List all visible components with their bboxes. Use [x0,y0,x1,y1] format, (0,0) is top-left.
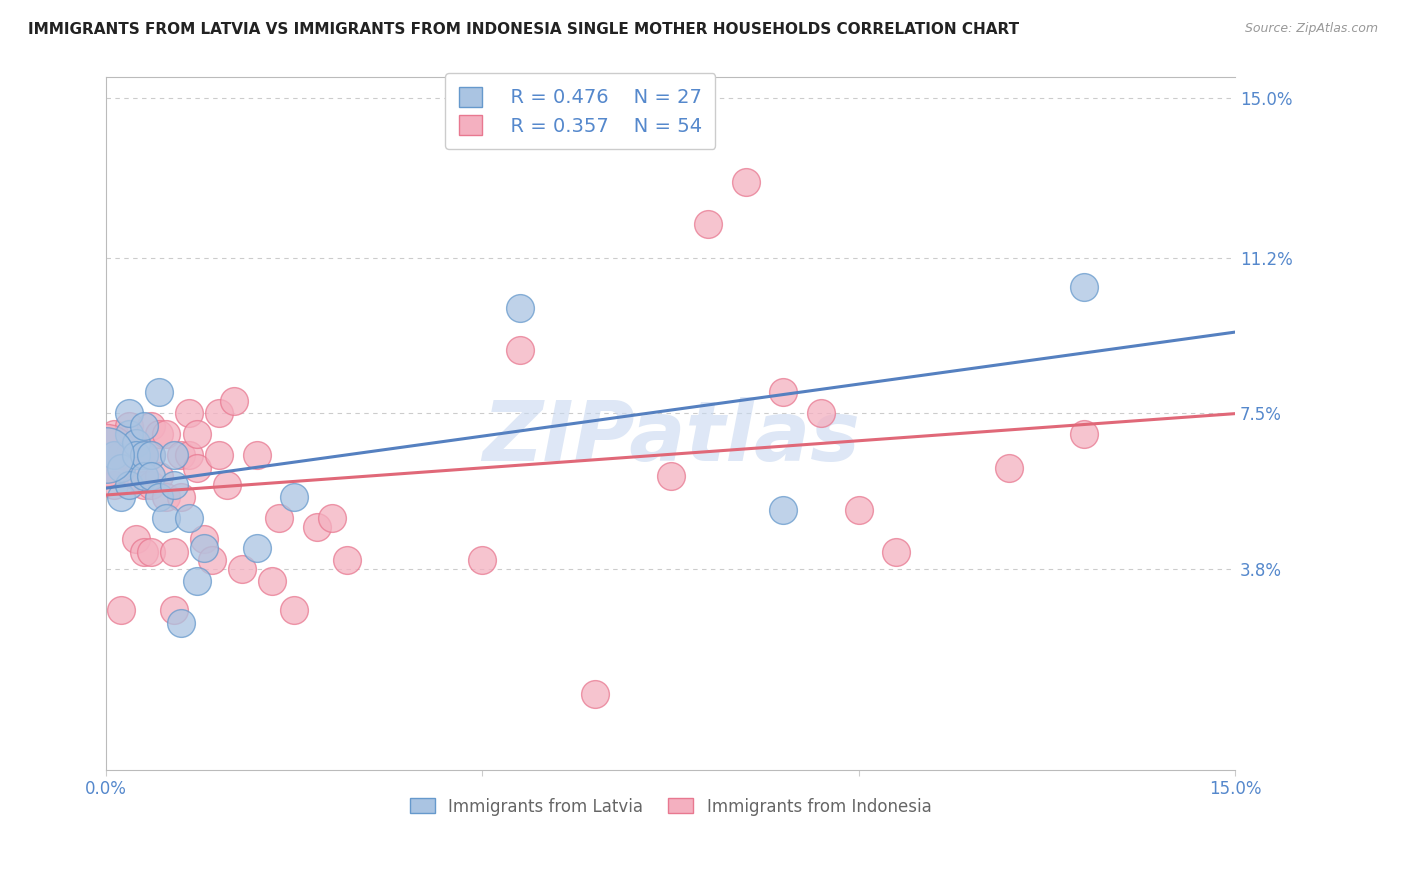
Point [96,448,118,462]
Point [734,175,756,189]
Point [305,519,328,533]
Point [110,603,132,617]
Point [148,469,170,483]
Point [163,448,186,462]
Point [125,469,148,483]
Text: IMMIGRANTS FROM LATVIA VS IMMIGRANTS FROM INDONESIA SINGLE MOTHER HOUSEHOLDS COR: IMMIGRANTS FROM LATVIA VS IMMIGRANTS FRO… [28,22,1019,37]
Point [772,502,794,516]
Point [246,541,269,555]
Point [132,469,155,483]
Point [200,553,222,567]
Point [471,553,494,567]
Point [848,502,870,516]
Point [125,435,148,450]
Point [170,616,193,631]
Point [193,541,215,555]
Point [321,511,343,525]
Point [163,603,186,617]
Point [103,427,125,442]
Point [509,301,531,316]
Text: Source: ZipAtlas.com: Source: ZipAtlas.com [1244,22,1378,36]
Point [118,448,141,462]
Point [118,418,141,433]
Text: ZIPatlas: ZIPatlas [482,397,859,478]
Point [141,448,163,462]
Point [886,545,908,559]
Point [132,545,155,559]
Point [132,477,155,491]
Point [141,448,163,462]
Point [163,545,186,559]
Point [177,511,200,525]
Point [110,460,132,475]
Point [231,561,253,575]
Point [141,477,163,491]
Point [103,448,125,462]
Point [1073,427,1095,442]
Point [193,532,215,546]
Point [697,218,720,232]
Point [186,460,208,475]
Point [103,477,125,491]
Point [177,448,200,462]
Point [148,385,170,400]
Point [132,448,155,462]
Point [246,448,269,462]
Point [186,574,208,588]
Point [170,490,193,504]
Point [269,511,291,525]
Point [155,490,177,504]
Point [810,406,832,420]
Point [125,448,148,462]
Point [141,545,163,559]
Point [141,418,163,433]
Point [260,574,283,588]
Point [110,448,132,462]
Point [998,460,1021,475]
Point [177,406,200,420]
Point [132,448,155,462]
Point [141,469,163,483]
Point [148,490,170,504]
Point [283,603,305,617]
Point [772,385,794,400]
Point [186,427,208,442]
Point [132,418,155,433]
Point [155,427,177,442]
Legend: Immigrants from Latvia, Immigrants from Indonesia: Immigrants from Latvia, Immigrants from … [402,789,939,824]
Point [224,393,246,408]
Point [155,511,177,525]
Point [118,406,141,420]
Point [125,532,148,546]
Point [336,553,359,567]
Point [118,477,141,491]
Point [163,477,186,491]
Point [583,688,606,702]
Point [208,448,231,462]
Point [509,343,531,358]
Point [118,427,141,442]
Point [283,490,305,504]
Point [96,448,118,462]
Point [148,427,170,442]
Point [170,448,193,462]
Point [215,477,238,491]
Point [659,469,682,483]
Point [1073,280,1095,294]
Point [110,490,132,504]
Point [125,435,148,450]
Point [208,406,231,420]
